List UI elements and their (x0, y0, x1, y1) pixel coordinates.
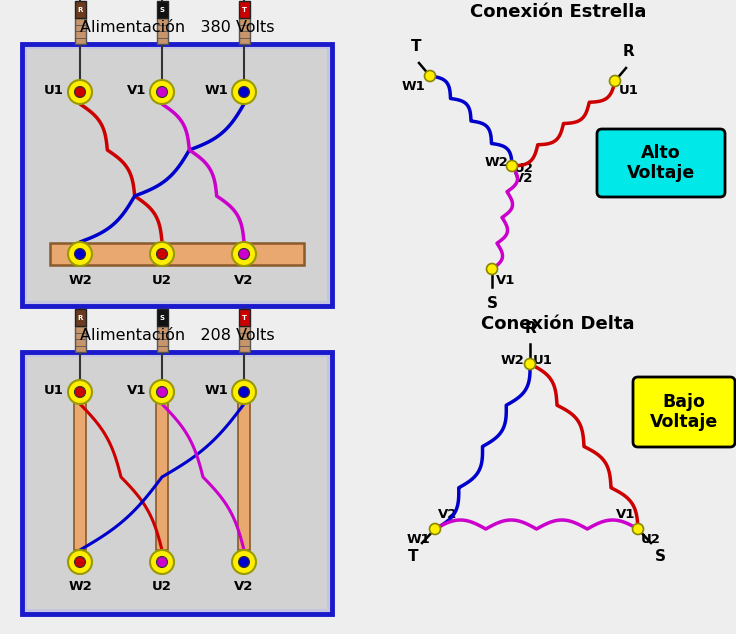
Bar (74, 18, 85, 44)
Bar (27, 357, 327, 609)
Text: T: T (241, 314, 247, 321)
FancyBboxPatch shape (597, 129, 725, 197)
Circle shape (232, 380, 256, 404)
Text: V1: V1 (615, 508, 635, 521)
Bar (22, 44, 332, 306)
Circle shape (150, 242, 174, 266)
Text: V2: V2 (234, 579, 254, 593)
Circle shape (150, 550, 174, 574)
Text: Conexión Estrella: Conexión Estrella (470, 3, 646, 21)
Circle shape (506, 160, 517, 172)
Circle shape (486, 264, 498, 275)
Text: S: S (160, 6, 165, 13)
Circle shape (150, 80, 174, 104)
Text: U1: U1 (533, 354, 553, 366)
Text: U2: U2 (514, 162, 534, 175)
Bar (50, 243, 304, 265)
Text: T: T (411, 39, 421, 54)
Text: W2: W2 (500, 354, 524, 366)
Circle shape (157, 86, 168, 98)
Text: Bajo
Voltaje: Bajo Voltaje (650, 392, 718, 431)
Text: S: S (486, 295, 498, 311)
Circle shape (232, 80, 256, 104)
Text: U1: U1 (619, 84, 639, 98)
Text: Alimentación   208 Volts: Alimentación 208 Volts (79, 328, 275, 344)
Text: V1: V1 (496, 275, 515, 287)
Text: W1: W1 (205, 84, 228, 96)
Text: V2: V2 (514, 172, 534, 185)
Text: V1: V1 (127, 84, 146, 96)
Text: U1: U1 (44, 84, 64, 96)
Text: U1: U1 (44, 384, 64, 396)
Bar (27, 49, 327, 301)
Bar (157, 18, 168, 44)
Text: W1: W1 (401, 79, 425, 93)
Circle shape (157, 249, 168, 259)
Bar (157, 309, 168, 326)
Bar (238, 18, 250, 44)
Bar (74, 326, 85, 352)
Text: U2: U2 (641, 533, 661, 546)
Bar (22, 352, 332, 614)
Circle shape (609, 75, 620, 86)
Text: W1: W1 (406, 533, 430, 546)
Circle shape (68, 80, 92, 104)
Circle shape (238, 249, 250, 259)
Bar (238, 309, 250, 326)
Text: T: T (408, 549, 418, 564)
Text: R: R (623, 44, 635, 59)
Bar (157, 326, 168, 352)
Text: W2: W2 (68, 273, 92, 287)
Circle shape (157, 387, 168, 398)
Text: W2: W2 (68, 579, 92, 593)
Text: T: T (241, 6, 247, 13)
Text: S: S (654, 549, 665, 564)
Circle shape (150, 380, 174, 404)
FancyBboxPatch shape (633, 377, 735, 447)
Text: V2: V2 (234, 273, 254, 287)
Circle shape (232, 242, 256, 266)
Bar (74, 1, 85, 18)
Circle shape (232, 550, 256, 574)
Circle shape (525, 358, 536, 370)
Circle shape (74, 387, 85, 398)
Circle shape (157, 557, 168, 567)
Circle shape (430, 524, 441, 534)
Bar (238, 326, 250, 352)
Bar (238, 1, 250, 18)
Text: U2: U2 (152, 579, 172, 593)
Circle shape (632, 524, 643, 534)
Text: W2: W2 (484, 155, 508, 169)
Circle shape (425, 70, 436, 82)
Text: Alto
Voltaje: Alto Voltaje (627, 143, 695, 183)
Text: V1: V1 (127, 384, 146, 396)
Circle shape (238, 387, 250, 398)
Text: R: R (77, 6, 82, 13)
Circle shape (68, 550, 92, 574)
Text: S: S (160, 314, 165, 321)
Text: U2: U2 (152, 273, 172, 287)
Circle shape (238, 557, 250, 567)
Bar (238, 392, 250, 550)
Circle shape (68, 380, 92, 404)
Bar (157, 1, 168, 18)
Circle shape (74, 557, 85, 567)
Text: R: R (77, 314, 82, 321)
Bar (74, 309, 85, 326)
Circle shape (74, 249, 85, 259)
Text: Alimentación   380 Volts: Alimentación 380 Volts (79, 20, 275, 36)
Text: Conexión Delta: Conexión Delta (481, 315, 634, 333)
Text: W1: W1 (205, 384, 228, 396)
Circle shape (74, 86, 85, 98)
Text: V2: V2 (438, 508, 457, 521)
Text: R: R (524, 321, 536, 336)
Circle shape (68, 242, 92, 266)
Bar (74, 392, 86, 550)
Circle shape (238, 86, 250, 98)
Bar (156, 392, 168, 550)
